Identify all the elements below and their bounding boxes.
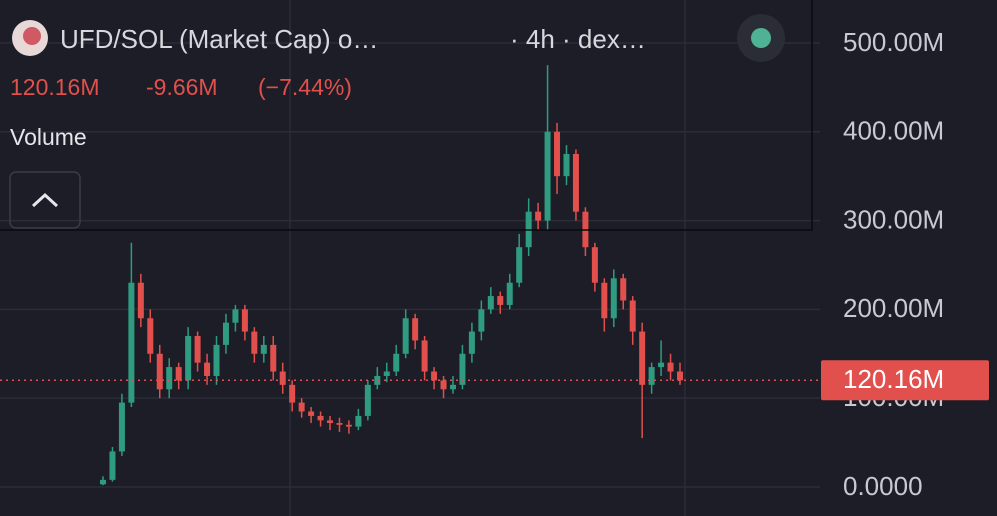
collapse-button[interactable] <box>9 171 81 229</box>
candle-body <box>336 423 343 425</box>
candle-body <box>667 362 674 372</box>
legend-panel: UFD/SOL (Market Cap) o… · 4h · dex… 120.… <box>0 0 813 231</box>
y-tick-label: 300.00M <box>843 204 944 234</box>
candle-body <box>554 131 561 177</box>
candle-body <box>487 296 494 310</box>
candle-body <box>100 479 106 485</box>
legend-border <box>0 0 813 231</box>
candle-body <box>535 211 542 221</box>
candle-body <box>156 353 163 390</box>
interval: · 4h · dex… <box>510 24 646 54</box>
candle-body <box>213 344 220 376</box>
candle-body <box>629 300 636 332</box>
candle-body <box>601 282 608 319</box>
candle-body <box>289 384 296 403</box>
candle-body <box>270 344 277 372</box>
title: UFD/SOL (Market Cap) o… <box>60 24 378 54</box>
candle-body <box>383 371 390 376</box>
candle-body <box>251 331 258 354</box>
y-tick-label: 200.00M <box>843 293 944 323</box>
candle-body <box>468 331 475 354</box>
chevron-up <box>31 192 59 208</box>
grid <box>0 42 820 488</box>
candle-body <box>355 415 362 427</box>
candle-body <box>572 153 579 212</box>
last-price-box <box>821 360 989 401</box>
indicator: Volume <box>10 124 87 150</box>
candle-body <box>544 131 551 221</box>
candle-body <box>298 402 305 412</box>
candle-body <box>431 371 438 381</box>
candle-body <box>364 384 371 416</box>
y-tick-label: 500.00M <box>843 27 944 57</box>
candle-body <box>402 318 409 354</box>
candle-body <box>185 336 192 381</box>
candle-body <box>478 309 485 332</box>
candle-body <box>317 415 324 421</box>
candle-body <box>506 282 513 305</box>
candle-body <box>260 344 267 354</box>
candle-body <box>308 411 315 416</box>
candle-body <box>440 380 447 390</box>
token-icon-face <box>23 27 41 45</box>
candle-body <box>147 318 154 354</box>
candle-body <box>459 353 466 385</box>
candle-body <box>648 367 655 385</box>
change-pct: (−7.44%) <box>258 74 352 100</box>
y-tick-label: 0.0000 <box>843 471 923 501</box>
candle-body <box>620 278 627 301</box>
status-dot <box>751 28 771 48</box>
candle-body <box>421 340 428 372</box>
candle-body <box>374 375 381 385</box>
candle-body <box>610 278 617 319</box>
candle-body <box>563 153 570 177</box>
candle-body <box>677 371 683 381</box>
candle-body <box>137 282 144 319</box>
candle-body <box>128 282 135 403</box>
candle-body <box>393 353 400 372</box>
candle-body <box>412 318 419 341</box>
candle-body <box>591 247 598 283</box>
last-price: 120.16M <box>10 74 100 100</box>
candle-body <box>204 362 211 376</box>
last-price-label: 120.16M <box>843 364 944 394</box>
candle-body <box>639 331 646 385</box>
candle-body <box>345 424 352 427</box>
candle-body <box>222 322 229 345</box>
candle-body <box>109 451 116 480</box>
candle-body <box>194 336 201 363</box>
y-tick-label: 400.00M <box>843 116 944 146</box>
candle-body <box>497 296 504 305</box>
candles <box>100 65 683 486</box>
candle-body <box>166 367 173 390</box>
change: -9.66M <box>146 74 218 100</box>
candle-body <box>175 367 182 381</box>
candle-body <box>658 362 665 368</box>
candle-body <box>232 309 239 323</box>
candle-body <box>118 402 125 452</box>
candle-body <box>327 420 334 424</box>
candle-body <box>279 371 286 385</box>
candle-body <box>449 384 456 390</box>
candle-body <box>516 247 523 283</box>
candle-body <box>241 309 248 332</box>
